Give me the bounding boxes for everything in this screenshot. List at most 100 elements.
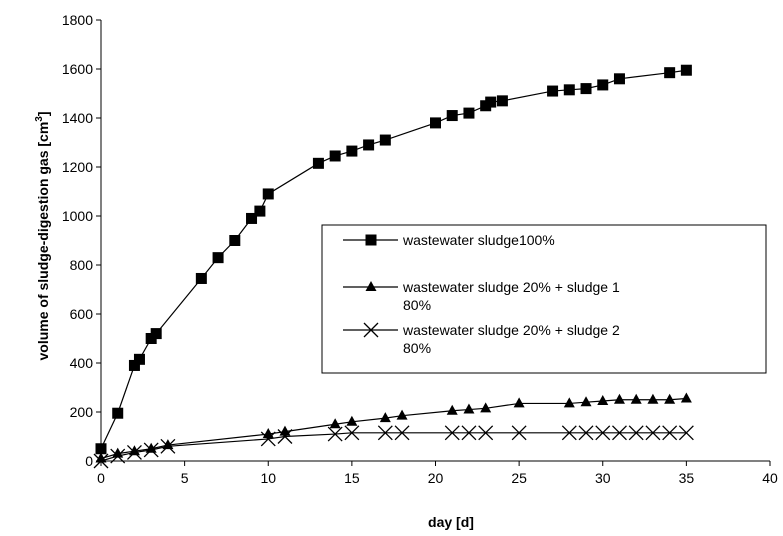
y-tick-label: 1000 <box>62 208 93 224</box>
legend-marker-3 <box>363 322 379 338</box>
point-series-1 <box>195 272 207 284</box>
x-axis-title: day [d] <box>428 514 474 530</box>
point-series-2 <box>613 393 625 404</box>
x-tick-label: 5 <box>181 470 189 486</box>
point-series-3 <box>160 438 176 454</box>
point-series-1 <box>150 328 162 340</box>
point-series-3 <box>143 442 159 458</box>
point-series-1 <box>246 212 258 224</box>
point-series-3 <box>561 425 577 441</box>
point-series-3 <box>612 425 627 441</box>
point-series-1 <box>254 205 266 217</box>
point-series-3 <box>344 425 360 441</box>
y-tick-label: 1200 <box>62 159 93 175</box>
point-series-1 <box>212 252 224 264</box>
point-series-2 <box>379 412 391 423</box>
point-series-2 <box>329 418 341 429</box>
y-axis-title-end: ] <box>35 111 51 116</box>
x-tick-label: 30 <box>595 470 611 486</box>
x-tick-label: 35 <box>679 470 695 486</box>
point-series-3 <box>394 425 410 441</box>
point-series-3 <box>678 425 694 441</box>
point-series-1 <box>547 85 559 97</box>
point-series-1 <box>446 110 458 122</box>
x-tick-label: 0 <box>97 470 105 486</box>
point-series-1 <box>563 84 575 96</box>
point-series-1 <box>485 96 497 108</box>
axis-labels-group: 0 200 400 600 800 1000 1200 1400 1600 1800 0 5 10 15 2… <box>62 12 778 486</box>
point-series-2 <box>396 409 408 420</box>
point-series-3 <box>578 425 594 441</box>
point-series-2 <box>346 415 358 426</box>
point-series-1 <box>463 107 475 119</box>
point-series-1 <box>128 359 140 371</box>
point-series-3 <box>260 431 276 447</box>
point-series-1 <box>229 235 241 246</box>
legend-marker-1 <box>365 234 377 246</box>
point-series-2 <box>597 394 609 405</box>
x-tick-label: 25 <box>511 470 527 486</box>
point-series-2 <box>463 403 475 414</box>
axes-group <box>96 19 771 466</box>
point-series-2 <box>513 397 525 408</box>
y-tick-label: 1800 <box>62 12 93 28</box>
y-tick-label: 400 <box>70 355 94 371</box>
point-series-2 <box>630 393 642 404</box>
point-series-1 <box>262 188 274 200</box>
point-series-1 <box>613 73 625 85</box>
point-series-1 <box>664 67 676 79</box>
point-series-2 <box>480 402 492 413</box>
point-series-1 <box>496 95 508 107</box>
legend-label-3: wastewater sludge 20% + sludge 2 <box>402 322 620 338</box>
point-series-1 <box>680 64 692 76</box>
point-series-1 <box>597 79 609 91</box>
point-series-1 <box>112 407 124 419</box>
x-tick-label: 15 <box>344 470 360 486</box>
point-series-3 <box>277 429 293 444</box>
point-series-3 <box>327 426 343 442</box>
point-series-3 <box>628 425 644 441</box>
legend-label-2: 80% <box>403 297 431 313</box>
point-series-3 <box>595 425 611 441</box>
y-tick-label: 1600 <box>62 61 93 77</box>
legend-label-3: 80% <box>403 340 431 356</box>
point-series-1 <box>430 117 441 129</box>
legend-marker-2 <box>365 281 377 291</box>
point-series-1 <box>133 353 145 365</box>
point-series-3 <box>662 425 678 441</box>
point-series-2 <box>680 392 692 403</box>
y-axis-title-main: volume of sludge-digestion gas [cm <box>35 122 51 361</box>
point-series-2 <box>664 393 676 404</box>
point-series-1 <box>329 150 341 162</box>
legend: wastewater sludge100% wastewater sludge 2… <box>321 224 767 374</box>
y-tick-label: 800 <box>70 257 94 273</box>
legend-label-2: wastewater sludge 20% + sludge 1 <box>402 279 620 295</box>
point-series-2 <box>647 393 659 404</box>
point-series-1 <box>580 83 592 95</box>
point-series-2 <box>580 396 592 407</box>
point-series-1 <box>379 134 391 146</box>
point-series-3 <box>478 425 494 441</box>
point-series-2 <box>563 397 575 408</box>
y-tick-label: 200 <box>70 404 94 420</box>
point-series-3 <box>645 425 661 441</box>
legend-label-1: wastewater sludge100% <box>402 232 555 248</box>
y-tick-label: 0 <box>85 453 93 469</box>
point-series-1 <box>312 157 324 169</box>
y-axis-title: volume of sludge-digestion gas [cm3] <box>34 111 51 360</box>
x-tick-label: 40 <box>762 470 778 486</box>
y-axis-title-sup: 3 <box>34 116 45 122</box>
point-series-3 <box>461 425 477 441</box>
series-group <box>93 64 694 469</box>
point-series-1 <box>346 145 358 157</box>
point-series-3 <box>511 425 527 441</box>
y-tick-label: 1400 <box>62 110 93 126</box>
point-series-3 <box>126 444 142 460</box>
y-tick-label: 600 <box>70 306 94 322</box>
point-series-3 <box>377 425 393 441</box>
point-series-2 <box>446 404 458 415</box>
point-series-1 <box>363 139 375 151</box>
legend-box <box>321 224 767 374</box>
